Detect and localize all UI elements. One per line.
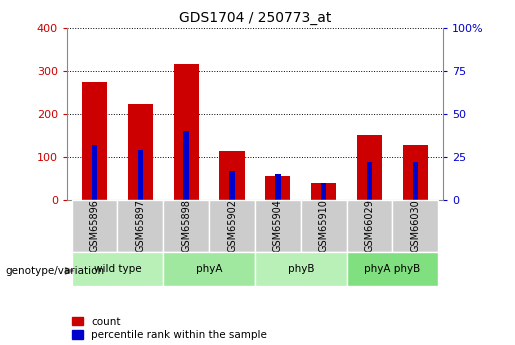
Bar [367, 162, 372, 200]
Bar [229, 171, 235, 200]
Bar [82, 81, 107, 200]
Bar [392, 200, 438, 252]
Bar [321, 183, 327, 200]
Title: GDS1704 / 250773_at: GDS1704 / 250773_at [179, 11, 331, 25]
Text: phyA phyB: phyA phyB [364, 264, 421, 274]
Bar [255, 200, 301, 252]
Text: GSM65902: GSM65902 [227, 199, 237, 253]
Bar [128, 104, 153, 200]
Text: phyB: phyB [287, 264, 314, 274]
Bar [357, 135, 382, 200]
Bar [403, 145, 428, 200]
Bar [138, 150, 143, 200]
Bar [255, 252, 347, 286]
Text: GSM65898: GSM65898 [181, 199, 191, 253]
Bar [163, 252, 255, 286]
Bar [72, 200, 117, 252]
Bar [219, 150, 245, 200]
Bar [209, 200, 255, 252]
Polygon shape [65, 267, 75, 275]
Bar [275, 174, 281, 200]
Bar [301, 200, 347, 252]
Text: GSM65904: GSM65904 [273, 199, 283, 253]
Legend: count, percentile rank within the sample: count, percentile rank within the sample [72, 317, 267, 340]
Bar [163, 200, 209, 252]
Bar [117, 200, 163, 252]
Bar [92, 145, 97, 200]
Text: phyA: phyA [196, 264, 222, 274]
Bar [265, 176, 290, 200]
Text: GSM65910: GSM65910 [319, 199, 329, 253]
Bar [311, 183, 336, 200]
Text: genotype/variation: genotype/variation [5, 266, 104, 276]
Text: GSM65897: GSM65897 [135, 199, 145, 253]
Bar [72, 252, 163, 286]
Text: wild type: wild type [94, 264, 141, 274]
Bar [347, 200, 392, 252]
Bar [174, 64, 199, 200]
Text: GSM66029: GSM66029 [365, 199, 374, 253]
Text: GSM65896: GSM65896 [90, 199, 99, 253]
Bar [347, 252, 438, 286]
Bar [183, 131, 189, 200]
Bar [413, 162, 418, 200]
Text: GSM66030: GSM66030 [410, 200, 420, 252]
